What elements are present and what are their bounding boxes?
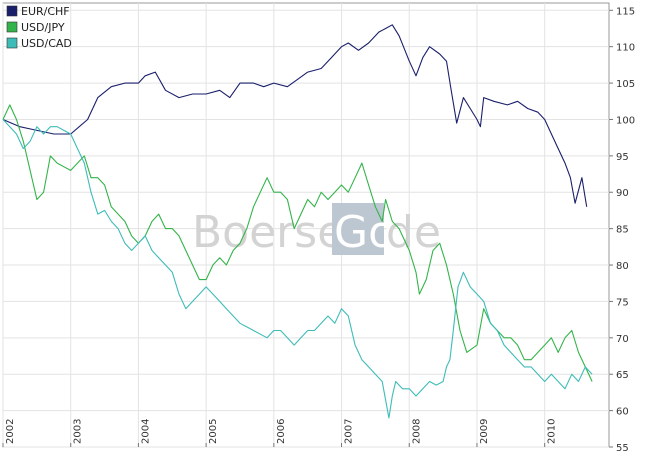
y-tick-label: 110 bbox=[616, 43, 635, 54]
y-tick-label: 65 bbox=[616, 370, 629, 381]
series-group bbox=[2, 24, 593, 419]
legend-swatch bbox=[6, 21, 18, 33]
x-tick-label: 2002 bbox=[5, 419, 16, 444]
watermark-text-box: Go bbox=[334, 207, 395, 258]
y-tick-label: 100 bbox=[616, 115, 635, 126]
legend-swatch bbox=[6, 37, 18, 49]
x-tick-label: 2007 bbox=[344, 419, 355, 444]
y-axis: 55 60 65 70 75 80 85 90 95 100 105 110 115 bbox=[609, 6, 635, 454]
legend-swatch bbox=[6, 5, 18, 17]
y-tick-label: 60 bbox=[616, 407, 629, 418]
x-tick-label: 2009 bbox=[479, 419, 490, 444]
y-tick-label: 85 bbox=[616, 225, 629, 236]
y-tick-label: 70 bbox=[616, 334, 629, 345]
x-tick-label: 2008 bbox=[411, 419, 422, 444]
y-tick-label: 105 bbox=[616, 79, 635, 90]
y-tick-label: 95 bbox=[616, 152, 629, 163]
y-tick-label: 80 bbox=[616, 261, 629, 272]
series-line-usd-cad bbox=[2, 119, 593, 419]
watermark-box bbox=[332, 203, 384, 255]
series-line-eur-chf bbox=[2, 24, 588, 207]
y-tick-label: 75 bbox=[616, 297, 629, 308]
watermark: Boerse Go de bbox=[192, 203, 441, 258]
legend-label: USD/JPY bbox=[21, 21, 65, 34]
x-axis: 2002 2003 2004 2005 2006 2007 2008 2009 2010 bbox=[2, 419, 558, 447]
legend-label: EUR/CHF bbox=[21, 5, 70, 18]
plot-area bbox=[2, 2, 610, 448]
x-tick-label: 2003 bbox=[73, 419, 84, 444]
x-tick-label: 2005 bbox=[208, 419, 219, 444]
watermark-text-left: Boerse bbox=[192, 207, 344, 258]
legend: EUR/CHF USD/JPY USD/CAD bbox=[6, 5, 72, 50]
watermark-text-right: de bbox=[386, 207, 441, 258]
x-tick-label: 2006 bbox=[276, 419, 287, 444]
x-tick-label: 2010 bbox=[547, 419, 558, 444]
x-tick-label: 2004 bbox=[140, 419, 151, 444]
y-tick-label: 115 bbox=[616, 6, 635, 17]
legend-label: USD/CAD bbox=[21, 37, 72, 50]
y-tick-label: 90 bbox=[616, 188, 629, 199]
y-tick-label: 55 bbox=[616, 443, 629, 454]
